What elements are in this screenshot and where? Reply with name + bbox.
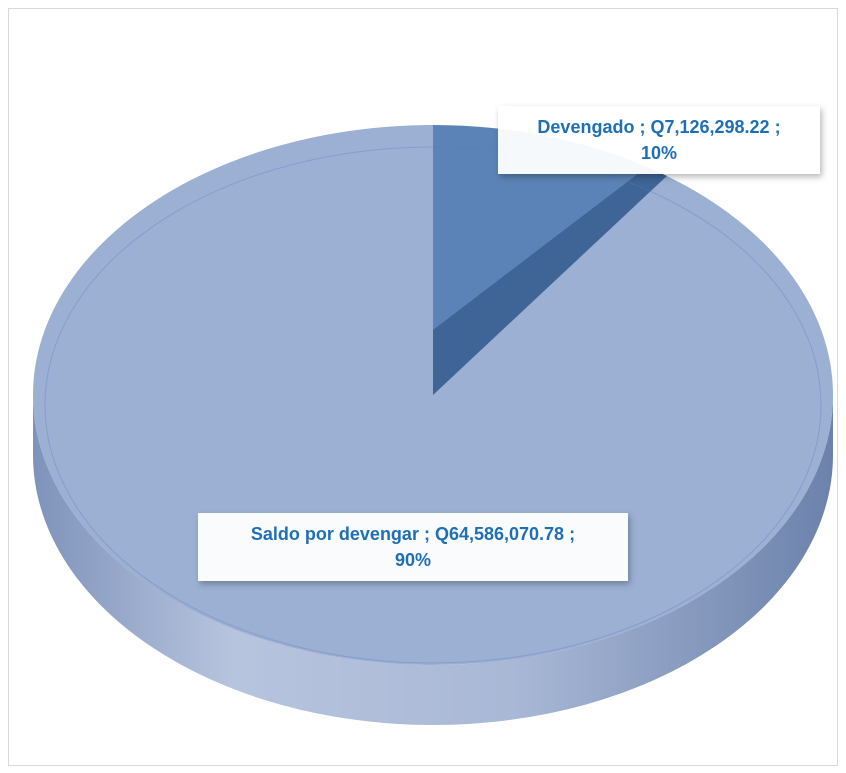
label-separator: ;: [418, 524, 435, 544]
devengado-shadow-band: [433, 166, 667, 395]
data-label-devengado: Devengado ; Q7,126,298.22 ; 10%: [498, 106, 820, 174]
slice-value: Q7,126,298.22: [650, 117, 770, 137]
label-separator: ;: [634, 117, 651, 137]
slice-name: Devengado: [537, 117, 635, 137]
slice-percent: 10%: [640, 143, 678, 163]
pie-rim-line: [44, 146, 822, 664]
slice-percent: 90%: [394, 550, 432, 570]
data-label-saldo-por-devengar: Saldo por devengar ; Q64,586,070.78 ; 90…: [198, 513, 628, 581]
label-separator: ;: [564, 524, 576, 544]
label-separator: ;: [769, 117, 781, 137]
slice-value: Q64,586,070.78: [434, 524, 565, 544]
pie-side-wall: [33, 395, 833, 725]
slice-name: Saldo por devengar: [250, 524, 419, 544]
